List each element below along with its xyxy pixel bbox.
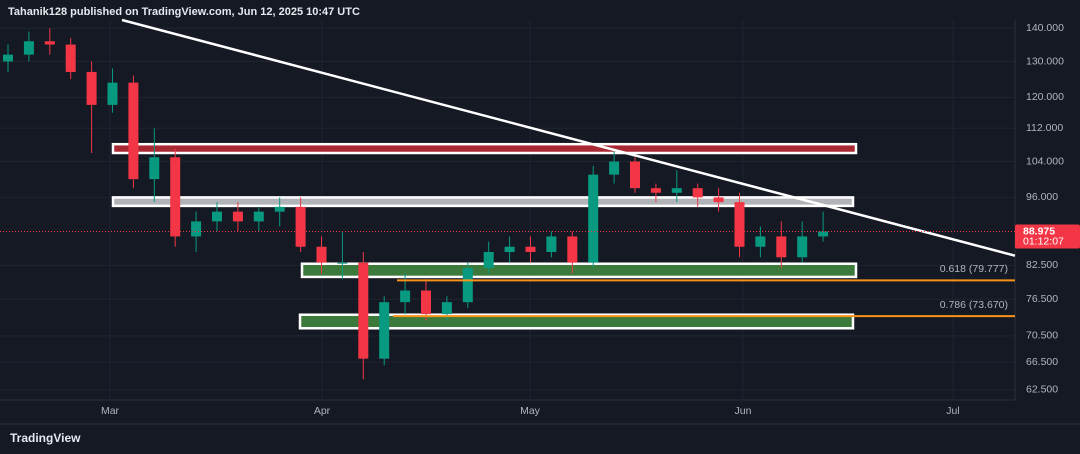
candle-body bbox=[650, 188, 661, 193]
price-zone bbox=[300, 262, 858, 279]
y-tick-label: 140.000 bbox=[1026, 22, 1064, 34]
candle-body bbox=[170, 157, 181, 237]
candle-body bbox=[567, 236, 578, 263]
y-tick-label: 120.000 bbox=[1026, 91, 1064, 103]
candle-body bbox=[295, 206, 306, 247]
x-tick-label: May bbox=[520, 405, 541, 417]
candle-body bbox=[609, 161, 620, 175]
y-tick-label: 82.500 bbox=[1026, 259, 1058, 271]
candle-body bbox=[316, 246, 327, 263]
price-zone bbox=[298, 313, 855, 330]
candle-body bbox=[191, 221, 202, 237]
candle-body bbox=[337, 262, 348, 264]
candle-body bbox=[232, 211, 243, 222]
fib-label: 0.618 (79.777) bbox=[940, 263, 1008, 275]
candle-body bbox=[421, 290, 431, 315]
trendline bbox=[121, 18, 1016, 257]
candle-body bbox=[107, 82, 118, 105]
last-price-box bbox=[1015, 224, 1080, 249]
candle-body bbox=[462, 268, 473, 303]
x-tick-label: Mar bbox=[101, 405, 120, 417]
y-tick-label: 66.500 bbox=[1026, 356, 1058, 368]
candle-body bbox=[358, 262, 369, 359]
fib-label: 0.786 (73.670) bbox=[940, 299, 1008, 311]
candle-body bbox=[588, 174, 599, 263]
x-tick-label: Jul bbox=[946, 405, 959, 417]
candle-body bbox=[379, 302, 390, 359]
candle-body bbox=[23, 41, 34, 55]
candle-body bbox=[797, 236, 808, 258]
candle-body bbox=[441, 302, 452, 315]
candle-body bbox=[525, 246, 536, 252]
candle-body bbox=[44, 41, 55, 45]
candle-body bbox=[128, 82, 139, 180]
publish-header: Tahanik128 published on TradingView.com,… bbox=[8, 6, 360, 18]
footer-logo: TradingView bbox=[10, 431, 81, 445]
candle-body bbox=[253, 211, 264, 222]
last-price-label: 88.975 bbox=[1023, 225, 1055, 237]
candle-body bbox=[755, 236, 766, 247]
candle-body bbox=[776, 236, 787, 258]
candle-body bbox=[692, 188, 703, 198]
price-zone bbox=[111, 196, 855, 208]
y-tick-label: 130.000 bbox=[1026, 55, 1064, 67]
candle-body bbox=[483, 251, 494, 269]
y-tick-label: 70.500 bbox=[1026, 330, 1058, 342]
countdown-label: 01:12:07 bbox=[1023, 235, 1064, 247]
candle-body bbox=[734, 202, 745, 247]
candle-body bbox=[274, 206, 285, 212]
candle-body bbox=[504, 246, 515, 252]
candle-body bbox=[149, 157, 160, 180]
candle-body bbox=[713, 197, 724, 203]
x-tick-label: Apr bbox=[314, 405, 331, 417]
y-tick-label: 62.500 bbox=[1026, 384, 1058, 396]
candle-body bbox=[3, 54, 13, 62]
candle-body bbox=[400, 290, 411, 303]
y-tick-label: 104.000 bbox=[1026, 155, 1064, 167]
y-tick-label: 112.000 bbox=[1026, 122, 1063, 134]
candle-body bbox=[546, 236, 557, 252]
y-tick-label: 96.000 bbox=[1026, 191, 1058, 203]
candle-body bbox=[671, 188, 682, 193]
candle-body bbox=[65, 44, 76, 72]
x-tick-label: Jun bbox=[735, 405, 752, 417]
candle-body bbox=[86, 71, 97, 105]
candle-body bbox=[818, 231, 829, 237]
candle-body bbox=[630, 161, 640, 189]
candle-body bbox=[212, 211, 222, 222]
y-tick-label: 76.500 bbox=[1026, 293, 1058, 305]
price-zone bbox=[111, 142, 858, 155]
